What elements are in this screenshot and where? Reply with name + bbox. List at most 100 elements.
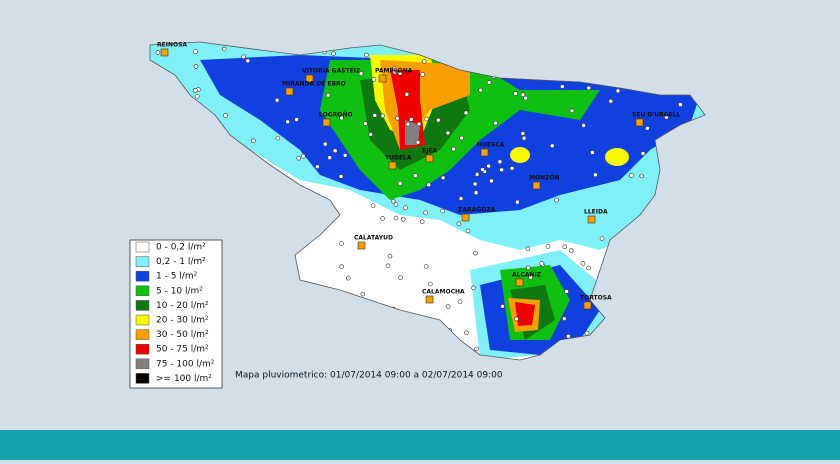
station [512,66,518,72]
station [285,119,290,125]
station [193,64,199,69]
station [358,71,364,76]
station [428,281,433,287]
station [538,47,544,52]
station [478,87,483,93]
station [163,199,169,204]
station [643,221,649,227]
station [288,192,294,197]
station [513,91,518,96]
station [267,166,272,172]
station [471,285,476,291]
station [450,354,455,360]
station [528,274,533,280]
station [339,115,344,121]
station [426,182,432,188]
station [211,119,217,125]
station [282,207,287,212]
station [668,348,674,353]
station [523,95,528,101]
station [280,321,285,326]
station [423,264,429,269]
station [420,72,425,77]
city-marker [425,295,434,304]
station [606,276,611,282]
legend-swatch [135,285,150,297]
station [335,335,340,341]
station [193,88,198,93]
station [645,126,650,131]
station [572,69,578,74]
station [193,49,198,54]
station [313,341,319,347]
station [580,261,586,266]
station [486,163,491,169]
station [196,138,202,144]
station [554,197,559,203]
station [677,145,683,150]
city-label: CALAMOCHA [422,289,465,296]
station [521,135,527,141]
station [472,181,478,187]
station [480,167,485,172]
station [311,357,316,360]
station [207,199,212,204]
station [215,145,221,150]
station [249,249,255,255]
station [325,92,331,98]
city-marker [357,241,366,250]
city-marker [587,215,596,224]
station [683,294,689,299]
station [680,318,686,323]
city-label: EJEA [422,148,437,155]
station [222,270,227,276]
station [440,208,445,214]
station [458,196,464,201]
city-label: SEU D'URGELL [632,112,681,119]
city-marker [378,74,387,83]
footer-bar [0,430,840,460]
station [297,284,303,289]
station [300,153,306,159]
station [331,51,336,56]
station [637,252,643,258]
station [421,59,427,64]
station [424,116,429,122]
legend-label: 75 - 100 l/m² [156,359,215,369]
station [296,155,302,161]
station [157,100,163,105]
station [392,69,398,75]
station [273,220,279,226]
station [245,58,251,64]
station [568,248,574,253]
station [685,324,690,329]
station [175,153,181,159]
station [436,117,441,123]
station [586,85,592,91]
station [473,250,478,256]
station [520,131,526,136]
station [447,328,452,333]
station [322,141,328,147]
station [599,236,605,241]
station [339,241,344,246]
station [155,50,161,55]
station [400,317,406,323]
station [364,52,369,58]
legend-label: 50 - 75 l/m² [156,345,209,355]
station [280,270,286,275]
city-label: HUESCA [477,142,505,149]
station [275,135,281,141]
city-marker [388,161,397,170]
station [639,341,645,346]
station [176,158,182,164]
station [302,196,308,202]
station [183,154,188,160]
city-marker [583,301,592,310]
station [216,165,222,171]
station [463,110,469,116]
station [474,346,479,352]
station [219,145,225,150]
station [642,254,647,259]
station [174,172,179,178]
